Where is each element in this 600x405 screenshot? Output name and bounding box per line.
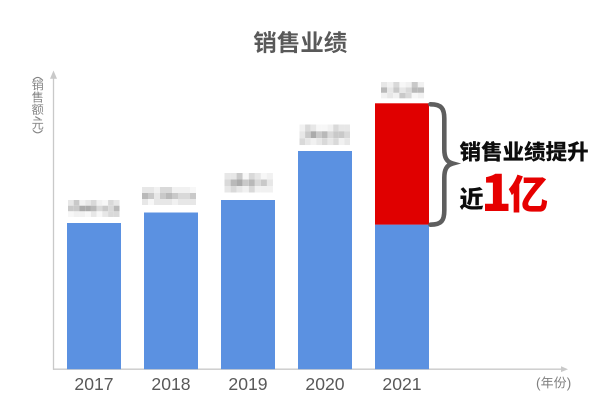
svg-text:2017: 2017 — [74, 374, 113, 394]
svg-text:2020: 2020 — [305, 374, 344, 394]
svg-text:): ) — [567, 375, 572, 390]
svg-text:2019: 2019 — [228, 374, 267, 394]
svg-text:2021: 2021 — [382, 374, 421, 394]
svg-text:(: ( — [536, 375, 541, 390]
svg-text:2018: 2018 — [151, 374, 190, 394]
